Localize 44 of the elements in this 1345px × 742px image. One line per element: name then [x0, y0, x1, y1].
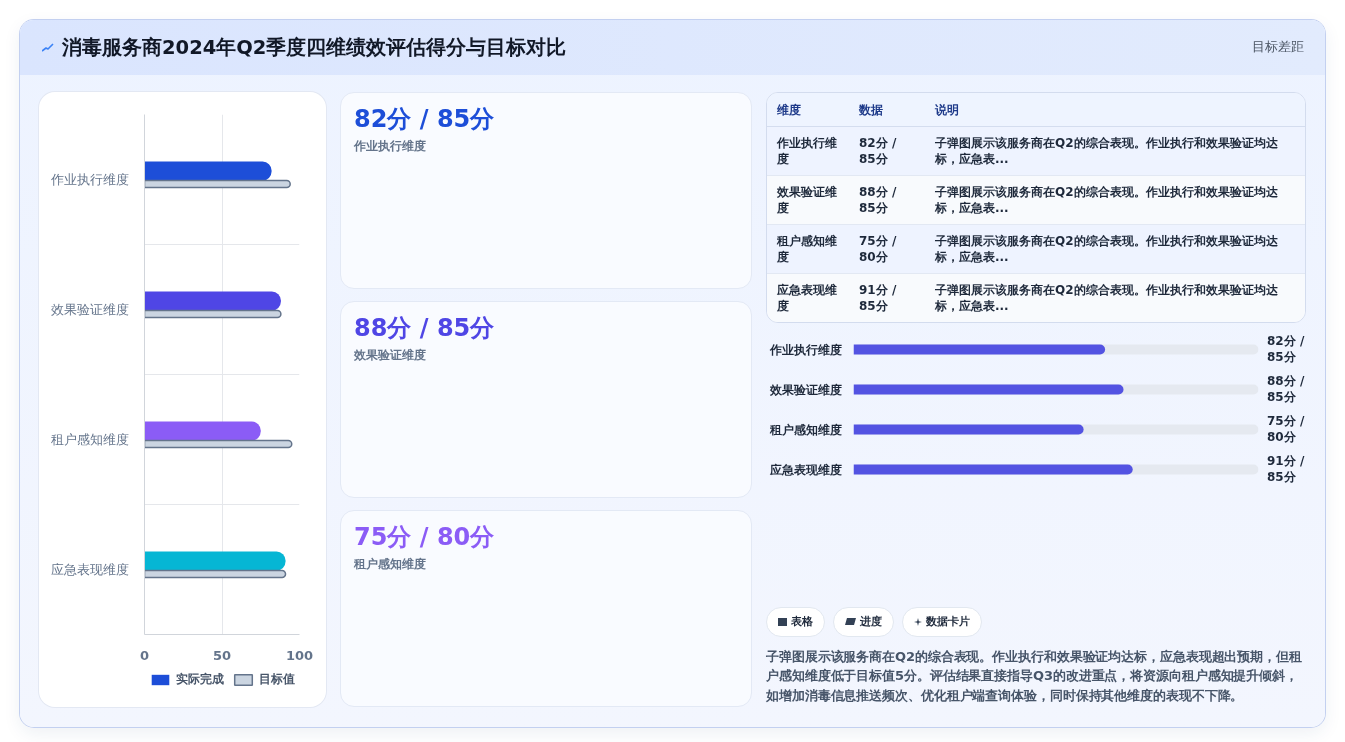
- table-cell: 子弹图展示该服务商在Q2的综合表现。作业执行和效果验证均达标，应急表...: [925, 175, 1305, 225]
- chip: 数据卡片: [902, 606, 982, 637]
- text: 子弹图展示该服务商在Q2的综合表现。作业执行和效果验证均达标，应急表现超出预期，但租户感知维度低于目标值5分。评估结果直接指导Q3的改进重点，将资源向租户感知提升倾斜，如增加消毒信息推送频次、优化租户端查询体验，同时保持其他维度的表现不下降。: [766, 647, 1303, 705]
- table-cell: 作业执行维度: [767, 126, 849, 176]
- chart-title: 消毒服务商2024年Q2季度四维绩效评估得分与目标对比: [62, 34, 567, 61]
- text: 作业执行维度: [354, 138, 427, 155]
- table-header: 维度 数据 说明: [767, 93, 1305, 127]
- x-tick-label: 100: [285, 647, 314, 663]
- y-tick-label: 效果验证维度: [768, 382, 842, 397]
- table-cell: 子弹图展示该服务商在Q2的综合表现。作业执行和效果验证均达标，应急表...: [925, 224, 1305, 274]
- text: 效果验证维度: [354, 347, 427, 364]
- text: 目标差距: [1252, 38, 1304, 57]
- table-cell: 75分 / 80分: [849, 224, 925, 274]
- text: 75分 / 80分: [354, 522, 496, 553]
- legend-label: 目标值: [258, 671, 295, 688]
- table-cell: 82分 / 85分: [849, 126, 925, 176]
- data-label: 91分 / 85分: [1267, 453, 1306, 486]
- table-cell: 子弹图展示该服务商在Q2的综合表现。作业执行和效果验证均达标，应急表...: [925, 126, 1305, 176]
- y-tick-label: 租户感知维度: [768, 422, 842, 437]
- y-tick-label: 租户感知维度: [50, 432, 129, 447]
- y-tick-label: 应急表现维度: [768, 462, 842, 477]
- y-tick-label: 作业执行维度: [768, 342, 842, 357]
- y-tick-label: 效果验证维度: [50, 302, 129, 317]
- table-cell: 88分 / 85分: [849, 175, 925, 225]
- table-cell: 效果验证维度: [767, 175, 849, 225]
- data-label: 88分 / 85分: [1267, 373, 1306, 406]
- y-tick-label: 作业执行维度: [49, 172, 129, 187]
- category-label: 数据: [849, 93, 925, 127]
- text: 88分 / 85分: [354, 313, 496, 344]
- chip: 进度: [833, 606, 894, 637]
- table-cell: 租户感知维度: [767, 224, 849, 274]
- x-tick-label: 0: [139, 647, 150, 663]
- data-label: 75分 / 80分: [1267, 413, 1306, 446]
- data-label: 82分 / 85分: [1267, 333, 1306, 366]
- chip: 表格: [766, 606, 825, 637]
- category-label: 维度: [767, 93, 849, 127]
- x-tick-label: 50: [212, 647, 232, 663]
- table-cell: 子弹图展示该服务商在Q2的综合表现。作业执行和效果验证均达标，应急表...: [925, 273, 1305, 322]
- category-label: 说明: [925, 93, 1305, 127]
- legend-label: 实际完成: [175, 671, 224, 688]
- text: 租户感知维度: [354, 556, 427, 573]
- table-cell: 应急表现维度: [767, 273, 849, 322]
- text: 82分 / 85分: [354, 104, 496, 135]
- y-tick-label: 应急表现维度: [50, 562, 129, 577]
